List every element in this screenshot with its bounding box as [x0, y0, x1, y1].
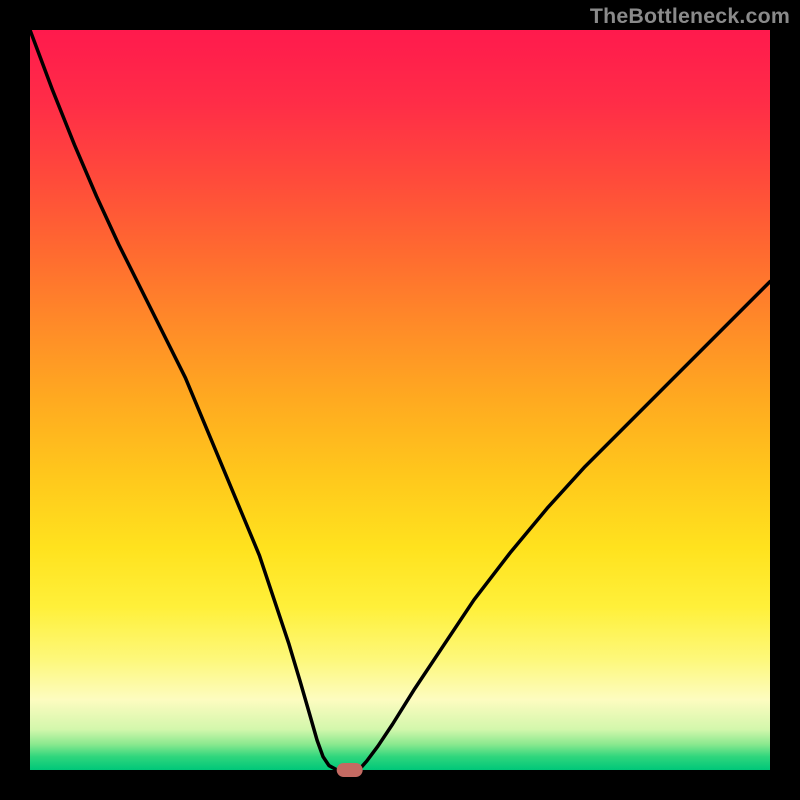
plot-background [30, 30, 770, 770]
watermark-text: TheBottleneck.com [590, 4, 790, 29]
stage: TheBottleneck.com [0, 0, 800, 800]
bottleneck-chart [0, 0, 800, 800]
optimum-marker [337, 763, 363, 777]
